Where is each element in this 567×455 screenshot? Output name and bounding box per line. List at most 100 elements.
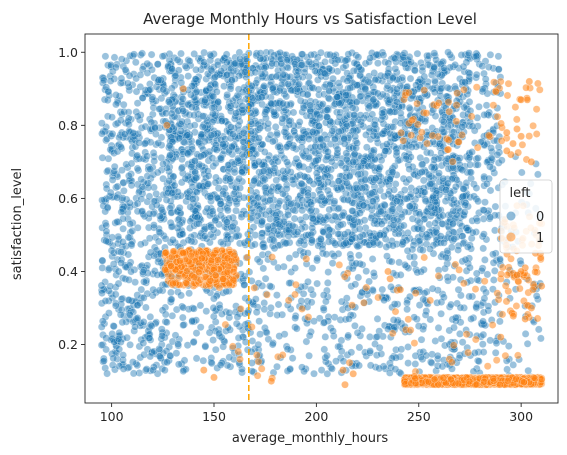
data-point-0 — [355, 251, 363, 260]
data-point-0 — [210, 294, 218, 303]
data-point-0 — [207, 131, 216, 140]
data-point-0 — [207, 66, 216, 75]
data-point-0 — [410, 66, 419, 75]
data-point-0 — [215, 329, 223, 338]
data-point-0 — [370, 146, 378, 155]
data-point-0 — [183, 188, 192, 197]
data-point-0 — [290, 214, 299, 223]
data-point-0 — [243, 237, 252, 245]
data-point-0 — [419, 295, 428, 304]
data-point-0 — [283, 166, 292, 175]
data-point-0 — [186, 203, 195, 211]
data-point-0 — [179, 107, 188, 115]
data-point-0 — [444, 179, 452, 188]
data-point-0 — [364, 77, 373, 86]
data-point-0 — [177, 49, 185, 58]
data-point-0 — [270, 108, 278, 116]
data-point-0 — [486, 213, 495, 222]
data-point-0 — [198, 122, 207, 131]
data-point-0 — [342, 294, 351, 303]
data-point-0 — [322, 250, 331, 259]
data-point-0 — [345, 314, 353, 323]
data-point-0 — [258, 282, 267, 290]
data-point-0 — [475, 357, 483, 366]
data-point-0 — [236, 184, 244, 192]
data-point-0 — [155, 105, 164, 113]
data-point-0 — [492, 339, 501, 348]
data-point-0 — [398, 229, 406, 237]
data-point-0 — [304, 191, 312, 200]
data-point-0 — [250, 198, 258, 207]
data-point-0 — [486, 162, 494, 171]
data-point-0 — [433, 351, 442, 360]
data-point-0 — [143, 69, 152, 77]
data-point-0 — [369, 131, 378, 140]
data-point-0 — [418, 160, 427, 169]
data-point-0 — [436, 232, 445, 241]
data-point-0 — [415, 210, 424, 219]
data-point-0 — [416, 153, 425, 162]
data-point-0 — [459, 192, 468, 201]
data-point-0 — [426, 149, 435, 157]
data-point-0 — [298, 61, 306, 69]
data-point-0 — [346, 254, 355, 263]
data-point-0 — [192, 329, 201, 337]
data-point-0 — [330, 252, 339, 260]
data-point-0 — [175, 220, 184, 229]
data-point-0 — [178, 313, 187, 322]
data-point-0 — [153, 270, 162, 279]
data-point-0 — [279, 70, 287, 79]
data-point-0 — [129, 129, 138, 137]
data-point-0 — [521, 330, 530, 338]
data-point-0 — [389, 221, 398, 229]
data-point-0 — [243, 345, 252, 354]
data-point-0 — [280, 128, 289, 136]
data-point-0 — [108, 130, 117, 138]
data-point-0 — [179, 321, 188, 330]
data-point-0 — [400, 186, 409, 194]
data-point-0 — [285, 279, 294, 287]
data-point-0 — [537, 334, 545, 343]
data-point-0 — [274, 142, 283, 151]
data-point-0 — [261, 175, 269, 184]
data-point-0 — [147, 322, 156, 330]
data-point-0 — [219, 140, 227, 148]
data-point-0 — [261, 108, 270, 116]
data-point-0 — [116, 248, 125, 256]
data-point-0 — [208, 118, 217, 126]
data-point-0 — [274, 263, 282, 272]
data-point-0 — [168, 236, 177, 244]
data-point-0 — [483, 179, 491, 188]
data-point-0 — [305, 331, 314, 340]
data-point-0 — [191, 75, 200, 83]
data-point-0 — [198, 112, 207, 120]
data-point-0 — [232, 232, 240, 241]
data-point-0 — [450, 323, 458, 332]
data-point-0 — [185, 289, 193, 298]
data-point-0 — [288, 221, 297, 230]
data-point-0 — [467, 168, 475, 177]
data-point-0 — [171, 331, 180, 340]
data-point-0 — [179, 367, 188, 376]
data-point-0 — [460, 208, 469, 217]
data-point-0 — [378, 285, 387, 294]
data-point-0 — [454, 285, 463, 294]
data-point-0 — [459, 185, 468, 193]
data-point-0 — [304, 277, 312, 286]
data-point-0 — [348, 103, 357, 112]
data-point-0 — [372, 50, 381, 59]
data-point-0 — [449, 273, 457, 282]
data-point-0 — [425, 170, 433, 179]
data-point-0 — [275, 86, 284, 95]
data-point-0 — [284, 210, 293, 219]
data-point-0 — [328, 127, 337, 135]
data-point-0 — [450, 196, 458, 204]
data-point-0 — [138, 94, 147, 102]
data-point-0 — [411, 360, 420, 368]
data-point-0 — [342, 91, 350, 99]
data-point-0 — [295, 80, 303, 89]
data-point-0 — [465, 98, 474, 106]
data-point-0 — [207, 359, 216, 368]
data-point-0 — [307, 236, 316, 244]
